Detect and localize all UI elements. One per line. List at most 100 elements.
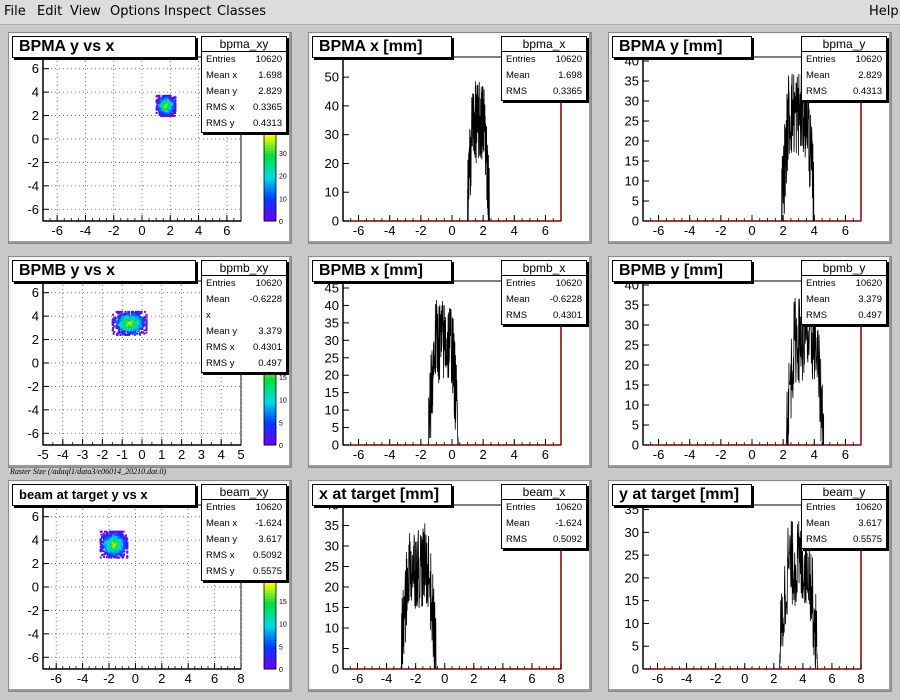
heatmap-cell bbox=[138, 318, 141, 321]
pad-bpma_x[interactable]: -6 -4 -2 0 2 4 6 0 10 20 30 40 50 BPMA x [mm] bpma_x En… bbox=[308, 32, 592, 244]
menu-edit[interactable]: Edit bbox=[37, 4, 63, 19]
palette-step bbox=[264, 200, 276, 204]
menu-help[interactable]: Help bbox=[869, 4, 899, 19]
heatmap-cell bbox=[171, 99, 174, 102]
palette-frame bbox=[263, 132, 277, 222]
heatmap-cell bbox=[105, 530, 108, 533]
palette-step bbox=[264, 191, 276, 196]
heatmap-cell bbox=[118, 533, 121, 536]
heatmap-cell bbox=[141, 323, 144, 326]
heatmap-cell bbox=[165, 100, 168, 103]
heatmap-cell bbox=[119, 314, 122, 317]
palette-step bbox=[264, 627, 276, 632]
heatmap-cell bbox=[143, 324, 146, 327]
x-tick-label: 2 bbox=[167, 223, 174, 238]
stats-label: Mean x bbox=[206, 294, 230, 321]
palette-step bbox=[264, 666, 276, 670]
heatmap-cell bbox=[117, 327, 120, 330]
heatmap-cell bbox=[172, 114, 175, 117]
x-tick-label: 2 bbox=[780, 447, 787, 462]
y-tick-label: -2 bbox=[27, 603, 39, 618]
heatmap-cell bbox=[124, 534, 127, 537]
heatmap-cell bbox=[168, 114, 171, 117]
heatmap-cell bbox=[120, 548, 123, 551]
pad-bpma_xy[interactable]: -6 -4 -2 0 2 4 6 -6 -4 -2 0 2 4 6 0 10 20 30 BPMA y vs x bp… bbox=[8, 32, 292, 244]
heatmap-cell bbox=[160, 113, 163, 116]
heatmap-cell bbox=[167, 97, 170, 100]
heatmap-cell bbox=[105, 549, 108, 552]
heatmap-cell bbox=[143, 329, 146, 332]
heatmap-cell bbox=[114, 531, 117, 534]
heatmap-cell bbox=[126, 544, 129, 547]
heatmap-cell bbox=[127, 313, 130, 316]
pad-bpmb_xy[interactable]: -5 -4 -3 -2 -1 0 1 2 3 4 5 -6 -4 -2 0 2 4 6 0 5 10 15 BPMB y v… bbox=[8, 256, 292, 468]
heatmap-cell bbox=[173, 106, 176, 109]
x-tick-label: 6 bbox=[223, 223, 230, 238]
palette-step bbox=[264, 162, 276, 166]
histogram-line bbox=[785, 297, 825, 446]
heatmap-cell bbox=[119, 535, 122, 538]
heatmap-cell bbox=[127, 319, 130, 322]
heatmap-cell bbox=[134, 331, 137, 334]
pad-title: y at target [mm] bbox=[612, 484, 752, 506]
stats-value: 3.617 bbox=[258, 534, 282, 545]
pad-beam_y[interactable]: -6 -4 -2 0 2 4 6 8 0 5 10 15 20 25 30 35 y at target [mm… bbox=[608, 480, 892, 692]
y-tick-label: 2 bbox=[32, 108, 39, 123]
heatmap-cell bbox=[103, 555, 106, 558]
menu-view[interactable]: View bbox=[70, 4, 101, 19]
menu-options[interactable]: Options bbox=[110, 4, 161, 19]
y-tick-label: 5 bbox=[632, 418, 639, 433]
heatmap-cell bbox=[119, 553, 122, 556]
stats-row: Entries 10620 bbox=[502, 500, 586, 516]
heatmap-cell bbox=[107, 544, 110, 547]
heatmap-cell bbox=[121, 533, 124, 536]
x-tick-label: -2 bbox=[415, 223, 427, 238]
heatmap-cell bbox=[174, 108, 177, 111]
pad-bpma_y[interactable]: -6 -4 -2 0 2 4 6 0 5 10 15 20 25 30 35 40 BPMA y [mm] bpm… bbox=[608, 32, 892, 244]
heatmap-cell bbox=[119, 333, 122, 336]
palette-step bbox=[264, 188, 276, 193]
heatmap-cell bbox=[113, 331, 116, 334]
stats-label: Entries bbox=[206, 502, 236, 513]
pad-bpmb_y[interactable]: -6 -4 -2 0 2 4 6 0 5 10 15 20 25 30 35 40 BPMB y [mm] bpm… bbox=[608, 256, 892, 468]
heatmap-cell bbox=[129, 331, 132, 334]
menu-bar: File Edit View Options Inspect Classes H… bbox=[0, 0, 900, 25]
heatmap-cell bbox=[136, 318, 139, 321]
stats-value: 10620 bbox=[555, 278, 582, 289]
y-tick-label: 0 bbox=[632, 214, 639, 229]
heatmap-cell bbox=[111, 530, 114, 533]
heatmap-cell bbox=[143, 320, 146, 323]
heatmap-cell bbox=[156, 102, 159, 105]
heatmap-cell bbox=[162, 94, 165, 97]
y-tick-label: 15 bbox=[325, 385, 339, 400]
heatmap-cell bbox=[120, 555, 123, 558]
heatmap-cell bbox=[129, 321, 132, 324]
heatmap-cell bbox=[113, 542, 116, 545]
pad-bpmb_x[interactable]: -6 -4 -2 0 2 4 6 0 5 10 15 20 25 30 35 40 45 BPMB x [mm] b… bbox=[308, 256, 592, 468]
palette-step bbox=[264, 648, 276, 652]
heatmap-cell bbox=[117, 531, 120, 534]
stats-row: RMS 0.497 bbox=[802, 308, 886, 324]
heatmap-cell bbox=[99, 550, 102, 553]
y-tick-label: 25 bbox=[625, 114, 639, 129]
stats-row: Mean 3.379 bbox=[802, 292, 886, 308]
heatmap-cell bbox=[118, 548, 121, 551]
heatmap-cell bbox=[174, 103, 177, 106]
heatmap-cell bbox=[135, 328, 138, 331]
y-tick-label: 30 bbox=[325, 333, 339, 348]
stats-row: Entries 10620 bbox=[202, 276, 286, 292]
y-tick-label: -4 bbox=[27, 178, 39, 193]
x-tick-label: 4 bbox=[811, 223, 818, 238]
y-tick-label: -4 bbox=[27, 626, 39, 641]
heatmap-cell bbox=[124, 333, 127, 336]
pad-beam_x[interactable]: -6-4-2024680510152025303540x at target [… bbox=[308, 480, 592, 692]
menu-file[interactable]: File bbox=[4, 4, 26, 19]
menu-inspect[interactable]: Inspect bbox=[164, 4, 212, 19]
menu-classes[interactable]: Classes bbox=[217, 4, 266, 19]
pad-beam_xy[interactable]: -6 -4 -2 0 2 4 6 8 -6 -4 -2 0 2 4 6 0 5 10 15 beam at targe… bbox=[8, 480, 292, 692]
palette-step bbox=[264, 583, 276, 588]
heatmap-cell bbox=[114, 321, 117, 324]
y-tick-label: 25 bbox=[625, 548, 639, 563]
heatmap-cell bbox=[119, 313, 122, 316]
